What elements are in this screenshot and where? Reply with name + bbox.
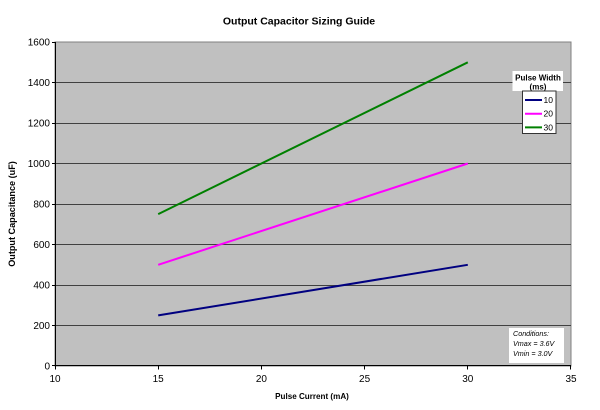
svg-text:35: 35 bbox=[565, 374, 577, 385]
svg-text:1600: 1600 bbox=[28, 38, 51, 49]
svg-text:800: 800 bbox=[33, 200, 50, 211]
svg-text:200: 200 bbox=[33, 321, 50, 332]
svg-text:10: 10 bbox=[544, 95, 554, 105]
svg-text:400: 400 bbox=[33, 281, 50, 292]
svg-text:Output Capacitance (uF): Output Capacitance (uF) bbox=[7, 161, 17, 267]
svg-text:1200: 1200 bbox=[28, 119, 51, 130]
svg-text:(ms): (ms) bbox=[530, 83, 547, 92]
svg-text:600: 600 bbox=[33, 240, 50, 251]
svg-text:20: 20 bbox=[256, 374, 268, 385]
svg-text:Output Capacitor Sizing Guide: Output Capacitor Sizing Guide bbox=[223, 16, 375, 28]
svg-text:Vmin = 3.0V: Vmin = 3.0V bbox=[513, 349, 554, 358]
svg-text:15: 15 bbox=[153, 374, 165, 385]
svg-text:30: 30 bbox=[462, 374, 474, 385]
svg-text:0: 0 bbox=[44, 362, 50, 373]
svg-text:30: 30 bbox=[544, 122, 554, 132]
svg-text:20: 20 bbox=[544, 109, 554, 119]
svg-text:Conditions:: Conditions: bbox=[513, 329, 549, 338]
svg-text:25: 25 bbox=[359, 374, 371, 385]
svg-text:Vmax = 3.6V: Vmax = 3.6V bbox=[513, 339, 556, 348]
svg-text:Pulse Current (mA): Pulse Current (mA) bbox=[275, 392, 349, 401]
svg-text:Pulse Width: Pulse Width bbox=[515, 74, 561, 83]
svg-text:1000: 1000 bbox=[28, 159, 51, 170]
svg-text:10: 10 bbox=[49, 374, 61, 385]
svg-text:1400: 1400 bbox=[28, 78, 51, 89]
